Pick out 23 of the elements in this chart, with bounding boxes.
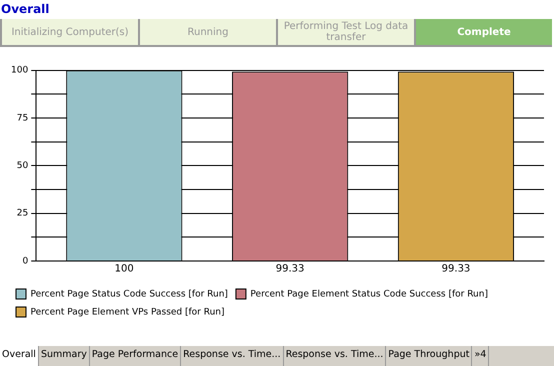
data-label: 100 xyxy=(114,264,134,275)
y-tick-label: 25 xyxy=(16,208,28,219)
data-label: 99.33 xyxy=(276,264,304,275)
text: Overall xyxy=(0,346,39,366)
y-tick-label: 50 xyxy=(16,161,28,172)
text: Performing Test Log data transfer xyxy=(276,19,414,45)
text: Running xyxy=(138,19,276,45)
text: Response vs. Time... xyxy=(181,346,284,366)
text: »4 xyxy=(472,346,490,366)
y-tick-label: 100 xyxy=(10,66,28,76)
text: Complete xyxy=(414,19,552,45)
text: Initializing Computer(s) xyxy=(0,19,138,45)
chart-title: Overall xyxy=(1,2,50,16)
text: Page Performance xyxy=(90,346,182,366)
text: Summary xyxy=(38,346,90,366)
legend-label: Percent Page Element Status Code Success [for Run] xyxy=(250,289,488,300)
legend-label: Percent Page Status Code Success [for Run] xyxy=(30,289,228,300)
legend-label: Percent Page Element VPs Passed [for Run] xyxy=(30,307,225,318)
y-tick-label: 0 xyxy=(22,256,28,266)
text: Response vs. Time... xyxy=(284,346,386,366)
data-label: 99.33 xyxy=(442,264,470,275)
y-tick-label: 75 xyxy=(16,113,28,124)
text: Page Throughput xyxy=(386,346,472,366)
